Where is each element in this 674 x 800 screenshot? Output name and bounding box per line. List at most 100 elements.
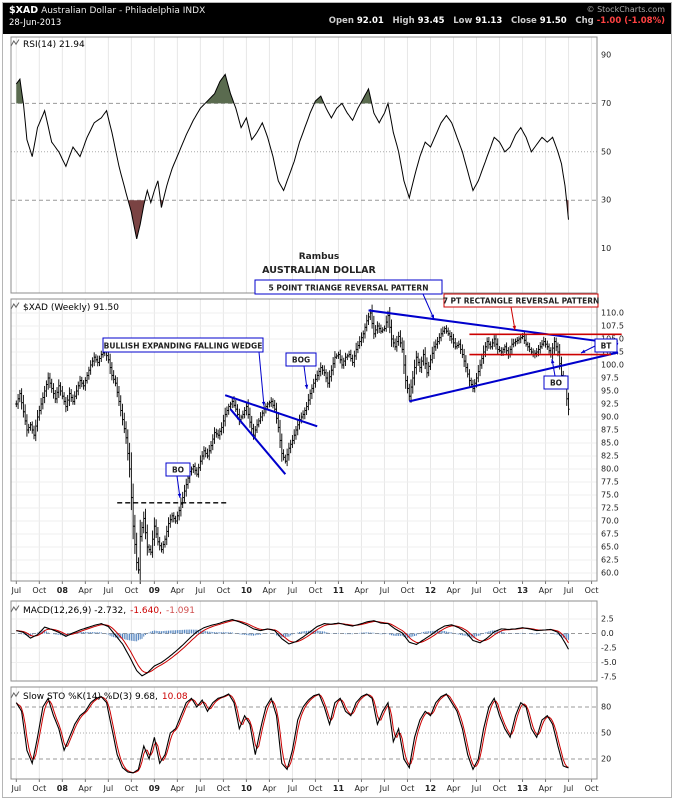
high-label: High bbox=[392, 16, 415, 26]
svg-text:Jul: Jul bbox=[10, 784, 21, 793]
svg-text:Jul: Jul bbox=[195, 586, 206, 595]
wedge-pattern-label-text: BULLISH EXPANDING FALLING WEDGE bbox=[104, 342, 263, 351]
ticker-symbol: $XAD bbox=[9, 5, 39, 16]
rambus-watermark: AUSTRALIAN DOLLAR bbox=[262, 265, 376, 276]
svg-text:Oct: Oct bbox=[216, 784, 230, 793]
svg-text:Oct: Oct bbox=[32, 586, 46, 595]
svg-text:Oct: Oct bbox=[493, 784, 507, 793]
svg-text:-5.0: -5.0 bbox=[601, 658, 617, 667]
svg-text:Apr: Apr bbox=[447, 784, 462, 793]
svg-text:110.0: 110.0 bbox=[601, 309, 624, 318]
close-value: 91.50 bbox=[539, 16, 567, 26]
svg-text:Apr: Apr bbox=[355, 586, 370, 595]
svg-text:Oct: Oct bbox=[124, 586, 138, 595]
svg-text:Oct: Oct bbox=[401, 784, 415, 793]
svg-text:60.0: 60.0 bbox=[601, 569, 619, 578]
svg-text:Apr: Apr bbox=[355, 784, 370, 793]
price-legend: $XAD (Weekly) 91.50 bbox=[23, 303, 119, 313]
triangle-pattern-label bbox=[254, 279, 443, 295]
svg-text:Oct: Oct bbox=[309, 586, 323, 595]
bog-label bbox=[285, 352, 317, 367]
svg-text:0.0: 0.0 bbox=[601, 629, 614, 638]
svg-text:30: 30 bbox=[601, 196, 611, 205]
svg-text:Jul: Jul bbox=[379, 586, 390, 595]
svg-text:Oct: Oct bbox=[401, 586, 415, 595]
rsi-legend: RSI(14) 21.94 bbox=[23, 40, 85, 50]
svg-text:10: 10 bbox=[241, 784, 253, 793]
bo-2009-label bbox=[165, 462, 191, 477]
svg-text:Jul: Jul bbox=[195, 784, 206, 793]
svg-text:08: 08 bbox=[57, 784, 69, 793]
svg-text:Jul: Jul bbox=[103, 586, 114, 595]
axis-labels: 9070503010110.0107.5105.0102.5100.097.59… bbox=[10, 51, 623, 794]
sto-panel-border bbox=[10, 686, 598, 780]
svg-text:Apr: Apr bbox=[447, 586, 462, 595]
header-right: © StockCharts.com Open 92.01 High 93.45 Lo… bbox=[323, 5, 665, 34]
svg-text:97.5: 97.5 bbox=[601, 374, 619, 383]
price-panel-border bbox=[10, 298, 598, 582]
svg-text:100.0: 100.0 bbox=[601, 361, 624, 370]
close-label: Close bbox=[510, 16, 537, 26]
svg-text:82.5: 82.5 bbox=[601, 452, 619, 461]
instrument-name: Australian Dollar - Philadelphia INDX bbox=[41, 6, 206, 16]
svg-text:Jul: Jul bbox=[10, 586, 21, 595]
svg-text:12: 12 bbox=[425, 784, 436, 793]
svg-text:09: 09 bbox=[149, 784, 161, 793]
chg-label: Chg bbox=[575, 16, 594, 26]
rectangle-pattern-label-text: 7 PT RECTANGLE REVERSAL PATTERN bbox=[443, 297, 600, 306]
svg-text:50: 50 bbox=[601, 729, 611, 738]
svg-text:95.0: 95.0 bbox=[601, 387, 619, 396]
svg-text:Jul: Jul bbox=[471, 586, 482, 595]
svg-text:10: 10 bbox=[241, 586, 253, 595]
svg-text:Jul: Jul bbox=[563, 586, 574, 595]
svg-text:08: 08 bbox=[57, 586, 69, 595]
svg-text:Apr: Apr bbox=[170, 586, 185, 595]
low-label: Low bbox=[453, 16, 473, 26]
svg-text:65.0: 65.0 bbox=[601, 543, 619, 552]
svg-text:Apr: Apr bbox=[539, 784, 554, 793]
chart-date: 28-Jun-2013 bbox=[9, 18, 62, 28]
svg-text:-7.5: -7.5 bbox=[601, 673, 617, 682]
bt-label bbox=[594, 338, 618, 353]
sto-legend: Slow STO %K(14) %D(3) 9.68, 10.08 bbox=[23, 692, 188, 702]
svg-text:Apr: Apr bbox=[78, 784, 93, 793]
svg-text:09: 09 bbox=[149, 586, 161, 595]
svg-text:62.5: 62.5 bbox=[601, 556, 619, 565]
svg-text:10: 10 bbox=[601, 244, 611, 253]
svg-text:Apr: Apr bbox=[262, 586, 277, 595]
svg-text:Oct: Oct bbox=[585, 784, 599, 793]
svg-text:-2.5: -2.5 bbox=[601, 644, 617, 653]
svg-text:107.5: 107.5 bbox=[601, 322, 624, 331]
indicator-icon bbox=[10, 605, 20, 613]
indicator-icon bbox=[10, 691, 20, 699]
bt-label-text: BT bbox=[601, 342, 613, 351]
wedge-lower-line bbox=[229, 408, 287, 475]
svg-text:Oct: Oct bbox=[124, 784, 138, 793]
svg-text:50: 50 bbox=[601, 147, 611, 156]
svg-text:70.0: 70.0 bbox=[601, 517, 619, 526]
svg-text:Apr: Apr bbox=[262, 784, 277, 793]
bo-2013-label-text: BO bbox=[550, 379, 562, 388]
svg-text:11: 11 bbox=[333, 586, 345, 595]
svg-text:Apr: Apr bbox=[78, 586, 93, 595]
triangle-upper-line bbox=[368, 309, 619, 345]
macd-legend: MACD(12,26,9) -2.732, -1.640, -1.091 bbox=[23, 606, 195, 616]
svg-text:75.0: 75.0 bbox=[601, 491, 619, 500]
chart-header: $XAD Australian Dollar - Philadelphia IN… bbox=[3, 3, 671, 34]
indicator-icon bbox=[10, 39, 20, 47]
series bbox=[15, 73, 570, 774]
svg-text:80.0: 80.0 bbox=[601, 465, 619, 474]
svg-text:Jul: Jul bbox=[287, 586, 298, 595]
legends: RSI(14) 21.94 $XAD (Weekly) 91.50 MACD(12,… bbox=[23, 40, 195, 702]
svg-text:72.5: 72.5 bbox=[601, 504, 619, 513]
svg-text:Jul: Jul bbox=[103, 784, 114, 793]
wedge-pattern-label bbox=[102, 337, 264, 353]
svg-text:12: 12 bbox=[425, 586, 436, 595]
gridlines bbox=[11, 37, 597, 782]
copyright: © StockCharts.com bbox=[586, 5, 665, 14]
ohlc-bars bbox=[15, 304, 570, 584]
svg-text:90: 90 bbox=[601, 51, 611, 60]
svg-text:Oct: Oct bbox=[32, 784, 46, 793]
high-value: 93.45 bbox=[417, 16, 445, 26]
